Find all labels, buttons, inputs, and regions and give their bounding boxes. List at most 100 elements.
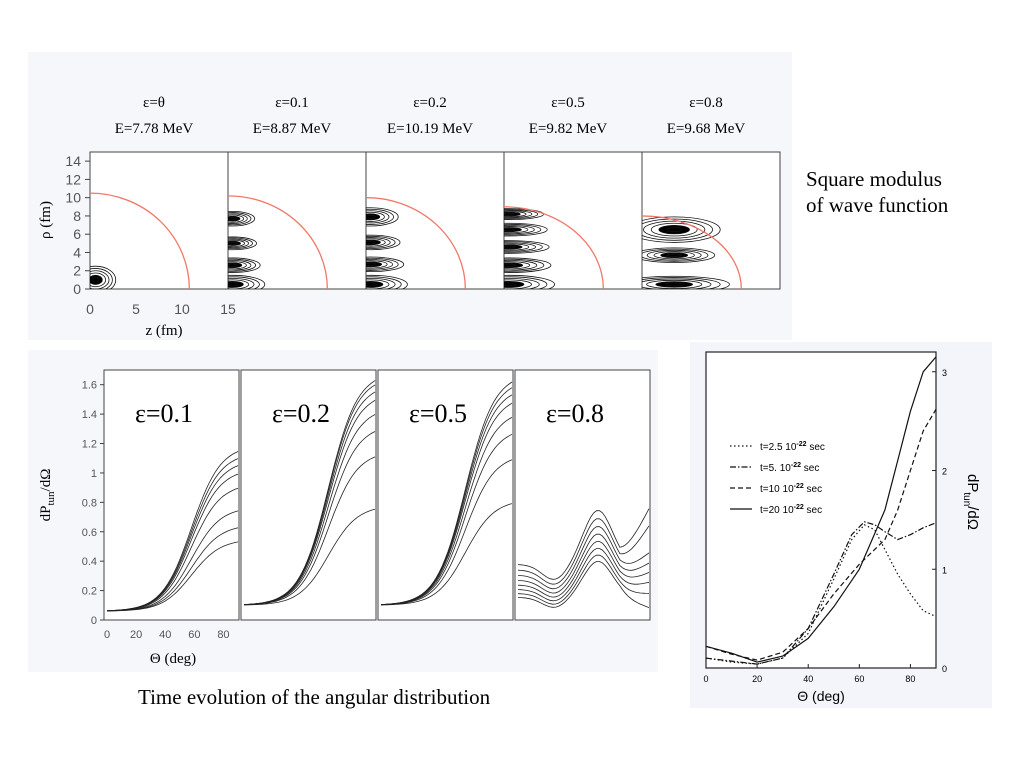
heatmap-panel-contours [366,197,467,289]
x-tick-label: 20 [752,674,762,684]
angular-distribution-curve [517,533,650,594]
y-axis-label: dPtun/dΩ [961,474,981,530]
wavefunction-contour [228,257,261,273]
wavefunction-contour [366,262,377,266]
y-tick-label: 0.6 [82,527,97,539]
x-tick-label: 0 [86,301,94,317]
wavefunction-contour [91,277,100,283]
legend-entry-label: t=5. 10 [760,463,791,474]
wavefunction-contour [228,212,252,226]
wavefunction-contour [366,279,390,289]
wavefunction-contour [228,217,237,221]
wavefunction-heatmaps: ε=θ E=7.78 MeV ε=0.1 E=8.87 MeV ε=0.2 E=10.19… [38,95,781,339]
y-tick-label: 12 [65,171,81,187]
wavefunction-contour [228,276,260,289]
wavefunction-contour [228,259,252,271]
y-tick-label: 1 [91,468,97,480]
angular-distribution-curve [517,548,650,602]
wavefunction-contour [228,241,237,245]
panel-energy-label: E=7.78 MeV [115,121,194,137]
angular-distribution-curve [517,561,650,608]
wavefunction-contour [504,223,542,236]
y-tick-label: 2 [73,263,81,279]
wavefunction-caption: Square modulus of wave function [806,166,948,218]
heatmap-panel-contours [504,206,605,289]
heatmap-panel-frame [641,151,781,290]
x-tick-label: 60 [188,629,200,641]
wavefunction-contour [504,210,533,219]
wavefunction-contour [664,282,684,287]
time-evolution-series-line [705,521,937,665]
legend-entry: t=10 10-22 sec [760,483,822,495]
wavefunction-contour [504,261,531,270]
legend-entry-exponent: -22 [791,462,801,469]
angular-distribution-curve [517,554,650,605]
y-tick-label: 2 [942,467,947,477]
wavefunction-contour [504,210,527,218]
wavefunction-contour [228,236,257,251]
wavefunction-contour [646,279,703,289]
wavefunction-contour [366,260,388,269]
wavefunction-contour [504,226,529,234]
wavefunction-figure: ε=θ E=7.78 MeV ε=0.1 E=8.87 MeV ε=0.2 E=10.19… [28,52,792,340]
y-tick-label: 0.8 [82,497,97,509]
angular-panel-label: ε=0.2 [272,399,330,428]
y-tick-label: 4 [73,244,81,260]
wavefunction-contour [504,241,543,253]
angular-distribution-curve [380,503,513,606]
legend-entry-label: t=10 10 [760,484,794,495]
wavefunction-contour [504,228,516,232]
wavefunction-contour [228,277,255,289]
wavefunction-contour [504,274,555,289]
wavefunction-contour [228,274,266,289]
angular-distribution-curve [517,526,650,590]
angular-distribution-curve [107,527,239,612]
legend-entry-label: t=2.5 10 [760,442,797,453]
wavefunction-contour [650,222,698,237]
y-tick-label: 0.2 [82,586,97,598]
y-tick-label: 0 [73,281,81,297]
angular-distribution-curve [106,451,239,612]
x-tick-label: 20 [130,629,142,641]
y-tick-label: 0.4 [82,556,97,568]
wavefunction-contour [228,238,249,248]
legend-entry-exponent: -22 [796,441,806,448]
panel-energy-label: E=9.82 MeV [529,121,608,137]
time-evolution-series-line [705,356,937,663]
wavefunction-contour [90,272,107,288]
wavefunction-contour [90,268,113,289]
wavefunction-contour [653,251,695,260]
heatmap-panel-contours [90,192,191,289]
panel-epsilon-label: ε=0.8 [689,95,723,111]
barrier-boundary-curve [504,206,605,289]
wavefunction-contour [366,282,378,287]
angular-panel-frame [377,369,514,621]
wavefunction-contour [642,247,716,263]
y-axis-label-subscript: tun [961,492,972,506]
y-tick-label: 10 [65,190,81,206]
wavefunction-contour [228,282,239,287]
x-axis-label: Θ (deg) [797,688,844,704]
wavefunction-contour [504,258,545,272]
wavefunction-contour [642,248,709,262]
panel-epsilon-label: ε=θ [143,95,165,111]
barrier-boundary-curve [90,192,191,289]
wavefunction-contour [504,277,540,289]
legend-entry: t=5. 10-22 sec [760,462,819,474]
wavefunction-contour [504,243,530,251]
y-tick-label: 0 [91,615,97,627]
y-axis-label-main: dP [964,474,981,492]
wavefunction-contour [504,259,538,271]
y-axis-label-tail: /dΩ [964,506,981,530]
legend-entry-unit: sec [804,505,822,516]
angular-panel-label: ε=0.1 [135,399,193,428]
y-tick-label: 8 [73,208,81,224]
wavefunction-contour [228,237,253,250]
heatmap-panel-frame [365,151,505,290]
y-axis-label-tail: /dΩ [38,469,54,492]
wavefunction-contour [90,270,110,289]
legend-entry-unit: sec [801,463,819,474]
panel-energy-label: E=10.19 MeV [387,121,473,137]
y-tick-label: 14 [65,153,81,169]
y-axis-label: dPtun/dΩ [38,469,57,522]
